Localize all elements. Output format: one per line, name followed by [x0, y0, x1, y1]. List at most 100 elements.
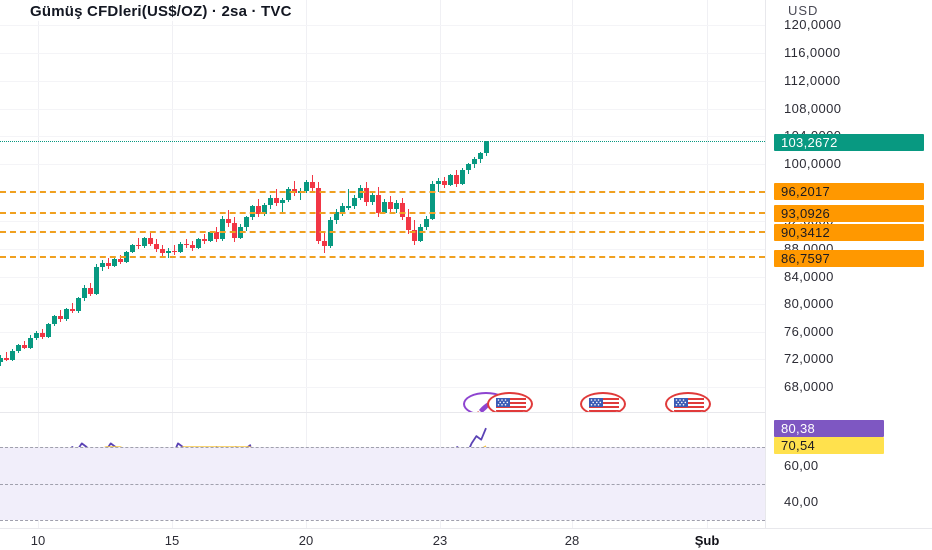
candle[interactable] — [244, 0, 249, 412]
candle[interactable] — [220, 0, 225, 412]
candle[interactable] — [184, 0, 189, 412]
candle[interactable] — [352, 0, 357, 412]
candle[interactable] — [346, 0, 351, 412]
candle[interactable] — [274, 0, 279, 412]
candle[interactable] — [22, 0, 27, 412]
candle[interactable] — [64, 0, 69, 412]
candle[interactable] — [40, 0, 45, 412]
candle[interactable] — [364, 0, 369, 412]
candle[interactable] — [94, 0, 99, 412]
candle[interactable] — [88, 0, 93, 412]
candle[interactable] — [388, 0, 393, 412]
candle[interactable] — [340, 0, 345, 412]
candle[interactable] — [412, 0, 417, 412]
candle[interactable] — [52, 0, 57, 412]
candle[interactable] — [106, 0, 111, 412]
candle[interactable] — [478, 0, 483, 412]
candle[interactable] — [376, 0, 381, 412]
time-axis[interactable]: 10 15 20 23 28 Şub — [0, 528, 932, 550]
level-line-1[interactable] — [0, 212, 765, 215]
chart-plot-area[interactable] — [0, 0, 765, 528]
time-tick-28[interactable]: 28 — [564, 533, 580, 548]
candle[interactable] — [436, 0, 441, 412]
candle[interactable] — [118, 0, 123, 412]
time-tick-Şub[interactable]: Şub — [694, 533, 720, 548]
candle[interactable] — [232, 0, 237, 412]
level-price-badge-0[interactable]: 96,2017 — [774, 183, 924, 200]
candle[interactable] — [418, 0, 423, 412]
candle[interactable] — [16, 0, 21, 412]
candle[interactable] — [58, 0, 63, 412]
candle[interactable] — [370, 0, 375, 412]
candle[interactable] — [442, 0, 447, 412]
candle[interactable] — [238, 0, 243, 412]
candle[interactable] — [28, 0, 33, 412]
candle[interactable] — [382, 0, 387, 412]
candle[interactable] — [10, 0, 15, 412]
candle[interactable] — [208, 0, 213, 412]
rsi-value-badge[interactable]: 80,38 — [774, 420, 884, 437]
time-tick-23[interactable]: 23 — [432, 533, 448, 548]
candle[interactable] — [406, 0, 411, 412]
candle[interactable] — [262, 0, 267, 412]
candle[interactable] — [202, 0, 207, 412]
candle[interactable] — [142, 0, 147, 412]
candle[interactable] — [472, 0, 477, 412]
candle[interactable] — [430, 0, 435, 412]
candle[interactable] — [424, 0, 429, 412]
candle[interactable] — [160, 0, 165, 412]
candle[interactable] — [466, 0, 471, 412]
candle[interactable] — [292, 0, 297, 412]
level-price-badge-3[interactable]: 86,7597 — [774, 250, 924, 267]
candle[interactable] — [358, 0, 363, 412]
us-flag-event-3[interactable] — [665, 392, 711, 412]
price-axis[interactable]: USD 120,0000116,0000112,0000108,0000104,… — [765, 0, 932, 528]
level-line-2[interactable] — [0, 231, 765, 234]
candle[interactable] — [484, 0, 489, 412]
us-flag-event-1[interactable] — [487, 392, 533, 412]
candle[interactable] — [130, 0, 135, 412]
candle[interactable] — [100, 0, 105, 412]
candle[interactable] — [226, 0, 231, 412]
candle[interactable] — [400, 0, 405, 412]
level-price-badge-2[interactable]: 90,3412 — [774, 224, 924, 241]
candle[interactable] — [448, 0, 453, 412]
level-line-0[interactable] — [0, 190, 765, 193]
candle[interactable] — [112, 0, 117, 412]
candle[interactable] — [136, 0, 141, 412]
candle[interactable] — [148, 0, 153, 412]
candle[interactable] — [298, 0, 303, 412]
us-flag-event-2[interactable] — [580, 392, 626, 412]
candle[interactable] — [322, 0, 327, 412]
time-tick-15[interactable]: 15 — [164, 533, 180, 548]
candle[interactable] — [394, 0, 399, 412]
candle[interactable] — [4, 0, 9, 412]
candle[interactable] — [166, 0, 171, 412]
rsi-pane[interactable] — [0, 413, 765, 528]
candle[interactable] — [268, 0, 273, 412]
candle[interactable] — [46, 0, 51, 412]
level-line-3[interactable] — [0, 256, 765, 259]
price-pane[interactable] — [0, 0, 765, 412]
level-price-badge-1[interactable]: 93,0926 — [774, 205, 924, 222]
candle[interactable] — [76, 0, 81, 412]
candle[interactable] — [316, 0, 321, 412]
candle[interactable] — [310, 0, 315, 412]
candle[interactable] — [454, 0, 459, 412]
candle[interactable] — [460, 0, 465, 412]
current-price-badge[interactable]: 103,2672 — [774, 134, 924, 151]
candle[interactable] — [286, 0, 291, 412]
candle[interactable] — [0, 0, 3, 412]
rsi-ma-value-badge[interactable]: 70,54 — [774, 437, 884, 454]
candle[interactable] — [196, 0, 201, 412]
candle[interactable] — [172, 0, 177, 412]
candle[interactable] — [34, 0, 39, 412]
candle[interactable] — [304, 0, 309, 412]
candle[interactable] — [178, 0, 183, 412]
candle[interactable] — [334, 0, 339, 412]
candle[interactable] — [70, 0, 75, 412]
candle[interactable] — [250, 0, 255, 412]
candle[interactable] — [280, 0, 285, 412]
candle[interactable] — [154, 0, 159, 412]
